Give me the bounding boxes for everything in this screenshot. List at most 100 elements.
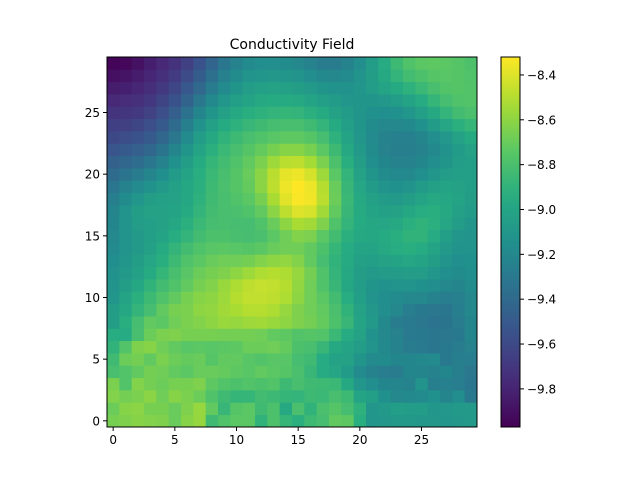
heatmap-cell <box>193 279 207 292</box>
heatmap-cell <box>242 81 256 95</box>
heatmap-cell <box>440 340 453 354</box>
heatmap-cell <box>156 106 170 120</box>
heatmap-cell <box>329 57 342 70</box>
heatmap-cell <box>366 291 379 305</box>
heatmap-cell <box>131 192 145 206</box>
heatmap-cell <box>255 229 268 243</box>
heatmap-cell <box>316 353 330 366</box>
heatmap-cell <box>242 328 256 342</box>
heatmap-cell <box>452 414 466 428</box>
heatmap-cell <box>316 192 330 206</box>
heatmap-cell <box>390 377 404 391</box>
heatmap-cell <box>107 118 120 132</box>
heatmap-cell <box>341 279 355 292</box>
heatmap-cell <box>427 414 441 428</box>
heatmap-cell <box>292 217 305 231</box>
heatmap-cell <box>292 118 305 132</box>
heatmap-cell <box>464 316 478 329</box>
heatmap-cell <box>329 266 342 280</box>
heatmap-cell <box>440 229 453 243</box>
heatmap-cell <box>390 118 404 132</box>
heatmap-cell <box>452 205 466 218</box>
heatmap-cell <box>452 94 466 107</box>
heatmap-cell <box>390 217 404 231</box>
heatmap-cell <box>464 180 478 194</box>
heatmap-cell <box>316 266 330 280</box>
heatmap-cell <box>440 328 453 342</box>
heatmap-cell <box>218 291 231 305</box>
heatmap-cell <box>415 254 429 268</box>
heatmap-cell <box>292 279 305 292</box>
heatmap-cell <box>353 353 367 366</box>
heatmap-cell <box>242 69 256 83</box>
heatmap-cell <box>230 180 244 194</box>
heatmap-cell <box>131 328 145 342</box>
heatmap-cell <box>292 340 305 354</box>
heatmap-cell <box>193 94 207 107</box>
heatmap-cell <box>255 242 268 255</box>
heatmap-cell <box>427 155 441 169</box>
x-tick-label: 10 <box>229 433 244 447</box>
heatmap-cell <box>366 340 379 354</box>
heatmap-cell <box>292 328 305 342</box>
heatmap-cell <box>156 143 170 157</box>
heatmap-cell <box>107 353 120 366</box>
heatmap-cell <box>230 106 244 120</box>
heatmap-cell <box>464 353 478 366</box>
colorbar-frame <box>500 56 521 428</box>
heatmap-cell <box>341 414 355 428</box>
heatmap-cell <box>119 390 133 403</box>
heatmap-cell <box>353 229 367 243</box>
heatmap-cell <box>464 402 478 416</box>
heatmap-cell <box>378 291 392 305</box>
heatmap-cell <box>255 168 268 181</box>
heatmap-cell <box>304 242 318 255</box>
heatmap-cell <box>156 254 170 268</box>
heatmap-cell <box>378 81 392 95</box>
heatmap-cell <box>267 390 281 403</box>
heatmap-cell <box>242 390 256 403</box>
heatmap-cell <box>415 414 429 428</box>
heatmap-cell <box>181 168 194 181</box>
heatmap-cell <box>464 118 478 132</box>
heatmap-cell <box>144 254 157 268</box>
heatmap-cell <box>366 118 379 132</box>
heatmap-cell <box>440 242 453 255</box>
heatmap-cell <box>193 131 207 144</box>
heatmap-cell <box>119 303 133 317</box>
heatmap-cell <box>193 229 207 243</box>
heatmap-cell <box>205 390 219 403</box>
heatmap-cell <box>181 57 194 70</box>
heatmap-cell <box>205 131 219 144</box>
heatmap-cell <box>242 303 256 317</box>
heatmap-cell <box>378 217 392 231</box>
heatmap-cell <box>255 106 268 120</box>
heatmap-cell <box>107 143 120 157</box>
heatmap-cell <box>267 57 281 70</box>
heatmap-cell <box>378 192 392 206</box>
heatmap-cell <box>403 242 416 255</box>
heatmap-cell <box>415 291 429 305</box>
heatmap-cell <box>193 365 207 379</box>
heatmap-cell <box>415 205 429 218</box>
heatmap-cell <box>267 168 281 181</box>
heatmap-cell <box>378 402 392 416</box>
heatmap-cell <box>329 303 342 317</box>
heatmap-cell <box>390 414 404 428</box>
heatmap-cell <box>390 155 404 169</box>
heatmap-cell <box>242 353 256 366</box>
heatmap-cell <box>292 57 305 70</box>
heatmap-cell <box>267 205 281 218</box>
heatmap-cell <box>267 131 281 144</box>
heatmap-cell <box>390 266 404 280</box>
heatmap-cell <box>267 106 281 120</box>
heatmap-cell <box>181 254 194 268</box>
heatmap-cell <box>267 180 281 194</box>
heatmap-cell <box>255 279 268 292</box>
heatmap-cell <box>403 279 416 292</box>
heatmap-cell <box>366 81 379 95</box>
heatmap-cell <box>255 266 268 280</box>
heatmap-cell <box>205 81 219 95</box>
heatmap-cell <box>193 143 207 157</box>
heatmap-cell <box>366 414 379 428</box>
